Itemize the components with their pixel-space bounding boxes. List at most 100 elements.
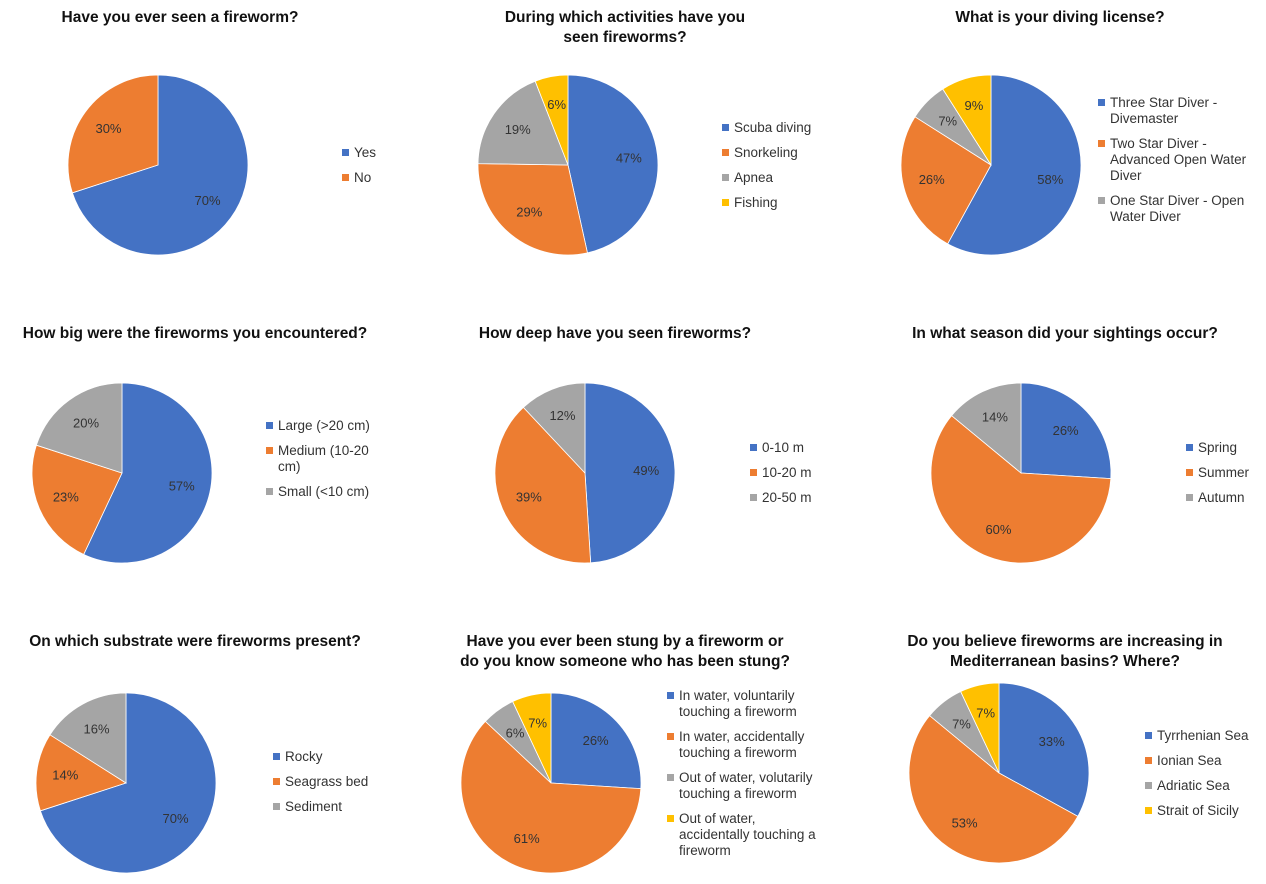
legend-swatch bbox=[1186, 469, 1193, 476]
slice-label: 7% bbox=[976, 705, 995, 720]
legend-item-one-star-diver-open-water-diver: One Star Diver - Open Water Diver bbox=[1098, 193, 1246, 225]
pie-slice bbox=[900, 116, 992, 245]
legend-swatch bbox=[1098, 197, 1105, 204]
pie-chart: 58% 26% 7% 9% bbox=[900, 74, 1082, 256]
slice-label: 7% bbox=[952, 717, 971, 732]
pie-chart: 57% 23% 20% bbox=[31, 382, 213, 564]
legend-label: Snorkeling bbox=[734, 145, 798, 160]
slice-label: 33% bbox=[1039, 734, 1065, 749]
legend-label: In water, voluntarily touching a firewor… bbox=[679, 688, 797, 719]
legend-label: Out of water, accidentally touching a fi… bbox=[679, 811, 816, 858]
slice-label: 57% bbox=[169, 478, 195, 493]
legend-swatch bbox=[266, 422, 273, 429]
pie-slice bbox=[71, 74, 249, 256]
slice-label: 70% bbox=[194, 193, 220, 208]
legend-swatch bbox=[273, 778, 280, 785]
legend-item-sediment: Sediment bbox=[273, 799, 368, 815]
legend-swatch bbox=[273, 803, 280, 810]
pie-slice bbox=[477, 80, 569, 166]
chart-title: How big were the fireworms you encounter… bbox=[22, 325, 368, 342]
legend-swatch bbox=[273, 753, 280, 760]
chart-title: Do you believe fireworms are increasing … bbox=[907, 633, 1223, 670]
pie-slice bbox=[31, 444, 123, 555]
legend-label: Adriatic Sea bbox=[1157, 778, 1230, 793]
pie-chart: 33% 53% 7% 7% bbox=[908, 682, 1090, 864]
legend-item-rocky: Rocky bbox=[273, 749, 368, 765]
slice-label: 29% bbox=[516, 204, 542, 219]
legend-label: Sediment bbox=[285, 799, 343, 814]
legend-swatch bbox=[667, 733, 674, 740]
legend-swatch bbox=[1186, 494, 1193, 501]
pie-slice bbox=[960, 682, 1000, 774]
legend-swatch bbox=[1145, 732, 1152, 739]
pie-slice bbox=[550, 692, 642, 790]
legend-label: Yes bbox=[354, 145, 377, 160]
pie-slice bbox=[49, 692, 127, 784]
legend-item-seagrass-bed: Seagrass bed bbox=[273, 774, 368, 790]
slice-label: 26% bbox=[1053, 423, 1079, 438]
legend-swatch bbox=[667, 774, 674, 781]
pie-chart: 47% 29% 19% 6% bbox=[477, 74, 659, 256]
pie-slice bbox=[998, 682, 1090, 817]
legend-item-apnea: Apnea bbox=[722, 170, 811, 186]
legend-swatch bbox=[342, 174, 349, 181]
chart-title: During which activities have you seen fi… bbox=[504, 9, 746, 46]
slice-label: 53% bbox=[952, 816, 978, 831]
legend-swatch bbox=[342, 149, 349, 156]
slice-label: 23% bbox=[53, 489, 79, 504]
legend-label: Rocky bbox=[285, 749, 323, 764]
pie-slice bbox=[947, 74, 1082, 256]
legend-label: One Star Diver - Open Water Diver bbox=[1110, 193, 1245, 224]
slice-label: 16% bbox=[84, 721, 110, 736]
chart-legend: Scuba diving Snorkeling Apnea Fishing bbox=[722, 120, 811, 220]
slice-label: 58% bbox=[1037, 172, 1063, 187]
legend-item-large-20-cm: Large (>20 cm) bbox=[266, 418, 370, 434]
pie-slice bbox=[930, 415, 1112, 564]
slice-label: 12% bbox=[549, 408, 575, 423]
pie-slice bbox=[908, 715, 1079, 864]
legend-label: In water, accidentally touching a firewo… bbox=[679, 729, 805, 760]
pie-chart: 26% 61% 6%7% bbox=[460, 692, 642, 874]
legend-label: Seagrass bed bbox=[285, 774, 369, 789]
legend-swatch bbox=[722, 124, 729, 131]
chart-title: How deep have you seen fireworms? bbox=[478, 325, 752, 342]
slice-label: 6% bbox=[506, 725, 525, 740]
pie-slice bbox=[494, 406, 592, 564]
legend-swatch bbox=[1145, 782, 1152, 789]
pie-slice bbox=[512, 692, 552, 784]
legend-label: Fishing bbox=[734, 195, 778, 210]
legend-label: No bbox=[354, 170, 372, 185]
legend-swatch bbox=[722, 199, 729, 206]
slice-label: 70% bbox=[162, 811, 188, 826]
legend-item-10-20-m: 10-20 m bbox=[750, 465, 812, 481]
legend-label: Ionian Sea bbox=[1157, 753, 1222, 768]
legend-item-small-10-cm: Small (<10 cm) bbox=[266, 484, 370, 500]
chart-title: Have you ever been stung by a fireworm o… bbox=[460, 633, 790, 670]
pie-chart: 26% 60% 14% bbox=[930, 382, 1112, 564]
legend-item-snorkeling: Snorkeling bbox=[722, 145, 811, 161]
slice-label: 26% bbox=[919, 172, 945, 187]
legend-swatch bbox=[722, 174, 729, 181]
legend-label: Three Star Diver - Divemaster bbox=[1110, 95, 1218, 126]
legend-label: Two Star Diver - Advanced Open Water Div… bbox=[1110, 136, 1247, 183]
pie-chart: 70% 14% 16% bbox=[35, 692, 217, 874]
legend-item-medium-10-20-cm: Medium (10-20 cm) bbox=[266, 443, 370, 475]
chart-legend: Large (>20 cm) Medium (10-20 cm) Small (<1… bbox=[266, 418, 370, 509]
chart-title: Have you ever seen a fireworm? bbox=[61, 9, 299, 26]
chart-legend: Tyrrhenian Sea Ionian Sea Adriatic Sea Stra… bbox=[1145, 728, 1249, 828]
legend-swatch bbox=[1098, 140, 1105, 147]
slice-label: 26% bbox=[583, 733, 609, 748]
legend-item-spring: Spring bbox=[1186, 440, 1249, 456]
chart-legend: 0-10 m 10-20 m 20-50 m bbox=[750, 440, 812, 515]
legend-swatch bbox=[1145, 807, 1152, 814]
slice-label: 60% bbox=[985, 522, 1011, 537]
legend-label: Summer bbox=[1198, 465, 1250, 480]
slice-label: 14% bbox=[52, 767, 78, 782]
legend-label: Out of water, volutarily touching a fire… bbox=[679, 770, 813, 801]
legend-item-in-water-voluntarily-touching-a-fireworm: In water, voluntarily touching a firewor… bbox=[667, 688, 816, 720]
legend-swatch bbox=[1186, 444, 1193, 451]
chart-title: What is your diving license? bbox=[955, 9, 1165, 26]
legend-item-0-10-m: 0-10 m bbox=[750, 440, 812, 456]
legend-label: Autumn bbox=[1198, 490, 1245, 505]
slice-label: 30% bbox=[95, 121, 121, 136]
